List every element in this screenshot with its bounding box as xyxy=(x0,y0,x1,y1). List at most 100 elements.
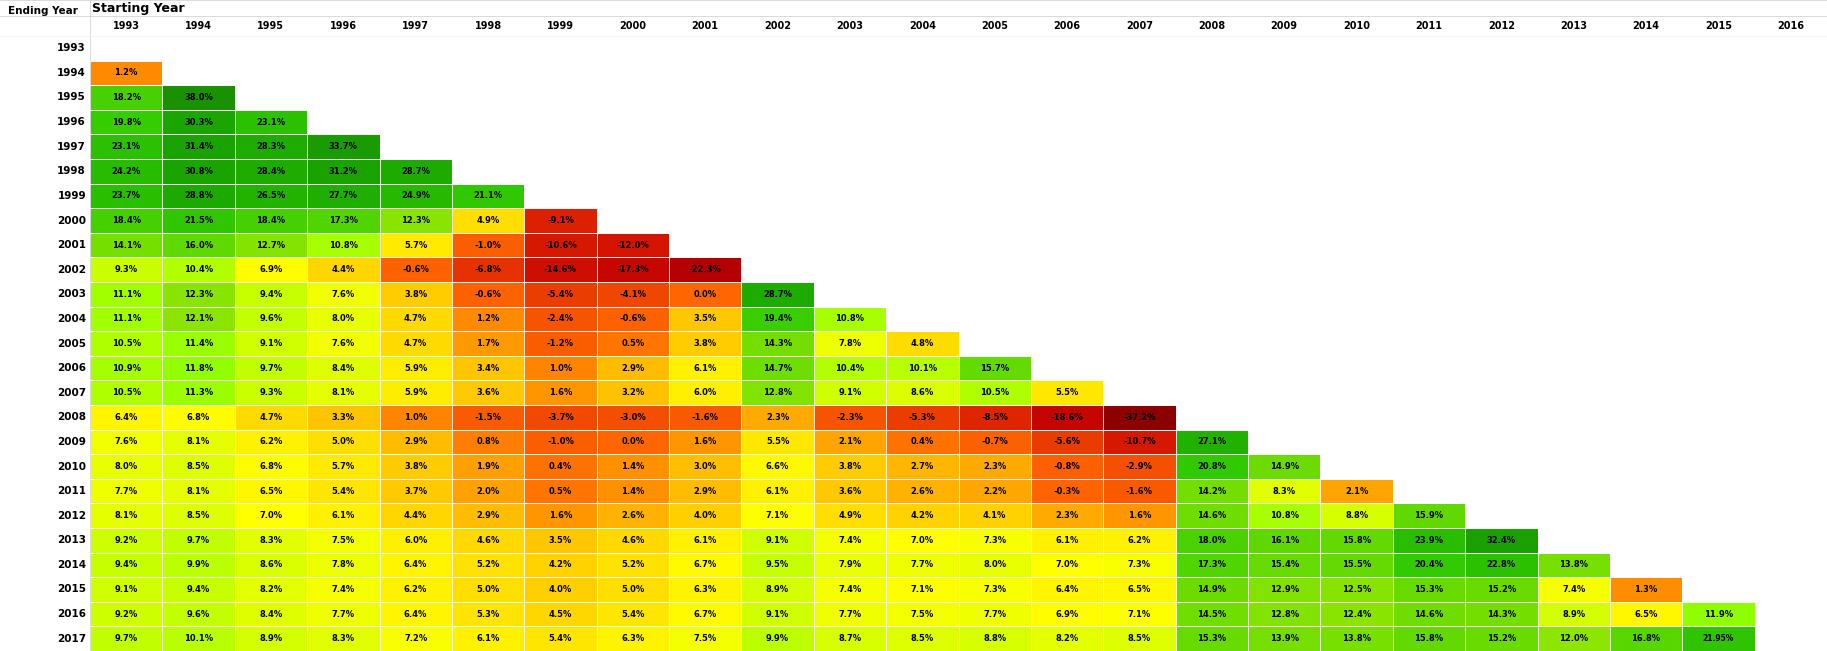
Bar xyxy=(1465,257,1538,282)
Bar xyxy=(1465,454,1538,478)
Bar xyxy=(1248,356,1321,380)
Bar xyxy=(1610,61,1683,85)
Text: 7.7%: 7.7% xyxy=(983,609,1007,618)
Bar xyxy=(451,184,524,208)
Bar xyxy=(234,85,307,110)
Bar xyxy=(451,430,524,454)
Text: -0.6%: -0.6% xyxy=(475,290,501,299)
Bar xyxy=(813,602,886,626)
Bar xyxy=(1538,602,1610,626)
Text: 2010: 2010 xyxy=(1343,21,1370,31)
Bar xyxy=(1104,134,1175,159)
Bar xyxy=(1610,134,1683,159)
Text: 6.1%: 6.1% xyxy=(766,486,789,495)
Text: 2.9%: 2.9% xyxy=(694,486,716,495)
Bar xyxy=(234,331,307,356)
Text: 8.2%: 8.2% xyxy=(259,585,283,594)
Text: 5.5%: 5.5% xyxy=(1056,388,1078,397)
Bar xyxy=(669,134,742,159)
Bar xyxy=(886,503,959,528)
Bar xyxy=(307,626,380,651)
Text: 2000: 2000 xyxy=(619,21,647,31)
Bar xyxy=(813,307,886,331)
Bar xyxy=(813,184,886,208)
Bar xyxy=(90,36,163,61)
Text: -1.0%: -1.0% xyxy=(546,437,574,447)
Bar xyxy=(1610,454,1683,478)
Text: 6.0%: 6.0% xyxy=(404,536,428,545)
Text: 7.7%: 7.7% xyxy=(333,609,354,618)
Bar xyxy=(1175,478,1248,503)
Bar xyxy=(1610,430,1683,454)
Bar xyxy=(1321,159,1392,184)
Bar xyxy=(597,528,669,553)
Text: 4.8%: 4.8% xyxy=(910,339,934,348)
Bar xyxy=(959,110,1030,134)
Bar xyxy=(163,257,234,282)
Bar xyxy=(1030,184,1104,208)
Bar xyxy=(524,307,597,331)
Text: 2.9%: 2.9% xyxy=(621,364,645,372)
Bar xyxy=(90,405,163,430)
Bar xyxy=(524,282,597,307)
Text: 2016: 2016 xyxy=(1778,21,1805,31)
Text: 4.0%: 4.0% xyxy=(548,585,572,594)
Text: 2002: 2002 xyxy=(57,265,86,275)
Text: 5.9%: 5.9% xyxy=(404,364,428,372)
Text: 11.4%: 11.4% xyxy=(185,339,214,348)
Bar xyxy=(234,184,307,208)
Text: 10.1%: 10.1% xyxy=(185,634,214,643)
Bar xyxy=(1104,159,1175,184)
Bar xyxy=(669,602,742,626)
Text: 0.8%: 0.8% xyxy=(477,437,499,447)
Bar xyxy=(1538,307,1610,331)
Bar xyxy=(90,602,163,626)
Text: 8.5%: 8.5% xyxy=(186,462,210,471)
Text: 8.1%: 8.1% xyxy=(333,388,354,397)
Text: 7.5%: 7.5% xyxy=(910,609,934,618)
Bar xyxy=(234,503,307,528)
Text: -6.8%: -6.8% xyxy=(475,265,501,274)
Bar xyxy=(163,503,234,528)
Bar xyxy=(524,85,597,110)
Text: 8.0%: 8.0% xyxy=(115,462,137,471)
Text: 15.3%: 15.3% xyxy=(1197,634,1226,643)
Text: 8.3%: 8.3% xyxy=(259,536,283,545)
Bar xyxy=(234,405,307,430)
Bar xyxy=(1610,85,1683,110)
Bar xyxy=(1248,208,1321,233)
Text: 28.7%: 28.7% xyxy=(402,167,429,176)
Text: 9.1%: 9.1% xyxy=(766,536,789,545)
Bar xyxy=(1248,430,1321,454)
Bar xyxy=(813,380,886,405)
Bar xyxy=(307,307,380,331)
Bar xyxy=(597,110,669,134)
Text: 2017: 2017 xyxy=(57,633,86,644)
Bar xyxy=(524,257,597,282)
Bar xyxy=(1683,430,1754,454)
Bar xyxy=(234,553,307,577)
Text: 3.6%: 3.6% xyxy=(477,388,501,397)
Bar xyxy=(597,553,669,577)
Bar xyxy=(1175,85,1248,110)
Bar xyxy=(307,528,380,553)
Bar xyxy=(163,110,234,134)
Bar xyxy=(1683,307,1754,331)
Text: 2000: 2000 xyxy=(57,215,86,225)
Text: 2004: 2004 xyxy=(908,21,935,31)
Bar xyxy=(1683,36,1754,61)
Bar xyxy=(234,307,307,331)
Text: 9.1%: 9.1% xyxy=(259,339,283,348)
Text: 8.3%: 8.3% xyxy=(333,634,354,643)
Text: 1.2%: 1.2% xyxy=(477,314,501,324)
Bar xyxy=(90,356,163,380)
Bar xyxy=(1030,282,1104,307)
Bar xyxy=(1175,528,1248,553)
Bar xyxy=(1392,430,1465,454)
Text: -2.4%: -2.4% xyxy=(546,314,574,324)
Text: 8.2%: 8.2% xyxy=(1056,634,1078,643)
Text: 4.7%: 4.7% xyxy=(404,339,428,348)
Text: -1.0%: -1.0% xyxy=(475,241,501,249)
Text: 31.4%: 31.4% xyxy=(185,142,214,151)
Bar xyxy=(90,85,163,110)
